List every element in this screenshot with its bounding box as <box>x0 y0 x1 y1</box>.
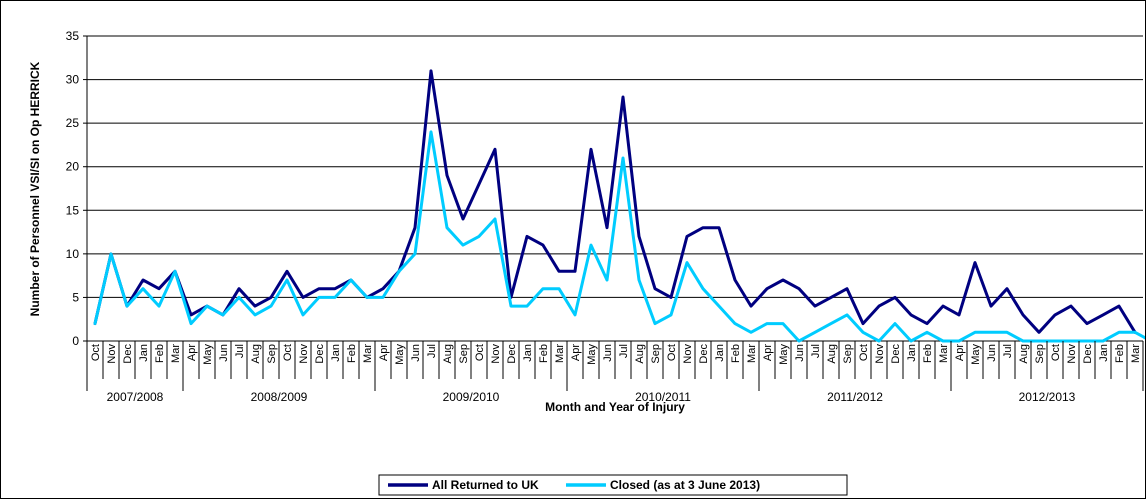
series-line-all-returned <box>93 69 1137 334</box>
series-line-closed <box>93 130 1146 343</box>
x-tick-label: Aug <box>634 344 646 364</box>
x-tick-label: Nov <box>682 344 694 364</box>
series-lines <box>93 69 1146 343</box>
x-tick-label: May <box>778 344 790 365</box>
x-tick-label: Sep <box>1034 344 1046 364</box>
x-tick-label: Jun <box>986 344 998 362</box>
x-tick-label: May <box>202 344 214 365</box>
legend: All Returned to UK Closed (as at 3 June … <box>378 474 848 496</box>
x-tick-label: Sep <box>458 344 470 364</box>
x-tick-label: Oct <box>474 344 486 361</box>
legend-box <box>378 474 848 496</box>
x-tick-label: Aug <box>250 344 262 364</box>
x-tick-label: Feb <box>730 344 742 363</box>
legend-label-closed: Closed (as at 3 June 2013) <box>610 478 760 492</box>
x-tick-label: May <box>970 344 982 365</box>
x-tick-label: Mar <box>554 344 566 363</box>
x-axis-financial-year-labels: 2007/2008 2008/2009 2009/2010 2010/2011 2011… <box>86 341 1144 404</box>
y-tick-label: 5 <box>72 290 79 304</box>
x-tick-label: Jun <box>218 344 230 362</box>
x-tick-label: Feb <box>346 344 358 363</box>
x-tick-label: Jul <box>1002 344 1014 358</box>
y-tick-label: 10 <box>66 247 80 261</box>
x-tick-label: Apr <box>954 344 966 361</box>
y-tick-label: 30 <box>66 73 80 87</box>
financial-year-label: 2011/2012 <box>827 390 883 404</box>
x-tick-label: Dec <box>890 344 902 364</box>
x-tick-label: May <box>586 344 598 365</box>
y-axis-ticks: 0 5 10 15 20 25 30 35 <box>66 29 87 348</box>
x-tick-label: Apr <box>186 344 198 361</box>
legend-label-all-returned: All Returned to UK <box>432 478 539 492</box>
x-tick-label: Sep <box>842 344 854 364</box>
x-tick-label: Oct <box>858 344 870 361</box>
x-tick-label: Dec <box>122 344 134 364</box>
x-tick-label: Oct <box>1050 344 1062 361</box>
y-tick-label: 20 <box>66 160 80 174</box>
x-tick-label: Dec <box>314 344 326 364</box>
x-tick-label: Oct <box>90 344 102 361</box>
x-tick-label: Sep <box>266 344 278 364</box>
x-tick-label: Jan <box>1098 344 1110 362</box>
x-tick-label: Dec <box>506 344 518 364</box>
x-tick-label: Jan <box>714 344 726 362</box>
financial-year-label: 2009/2010 <box>443 390 500 404</box>
y-tick-label: 0 <box>72 334 79 348</box>
x-tick-label: Sep <box>650 344 662 364</box>
financial-year-label: 2007/2008 <box>107 390 164 404</box>
financial-year-label: 2010/2011 <box>635 390 691 404</box>
x-tick-label: Feb <box>538 344 550 363</box>
x-tick-label: Jul <box>426 344 438 358</box>
x-tick-label: Nov <box>490 344 502 364</box>
x-tick-label: Apr <box>378 344 390 361</box>
x-tick-label: Nov <box>1066 344 1078 364</box>
x-tick-label: Mar <box>362 344 374 363</box>
x-tick-label: Nov <box>298 344 310 364</box>
x-tick-label: Jul <box>234 344 246 358</box>
x-tick-label: Oct <box>666 344 678 361</box>
x-axis-month-labels: Oct Nov Dec Jan Feb Mar Apr May Jun Jul Aug Sep Oct N… <box>86 341 1144 379</box>
x-tick-label: Aug <box>1018 344 1030 364</box>
x-tick-label: Jun <box>602 344 614 362</box>
x-tick-label: Jan <box>906 344 918 362</box>
x-tick-label: Mar <box>746 344 758 363</box>
x-tick-label: Aug <box>442 344 454 364</box>
y-tick-label: 25 <box>66 116 80 130</box>
y-tick-label: 15 <box>66 203 80 217</box>
financial-year-label: 2008/2009 <box>251 390 308 404</box>
x-tick-label: Feb <box>154 344 166 363</box>
x-tick-label: Mar <box>938 344 950 363</box>
x-tick-label: Apr <box>762 344 774 361</box>
x-tick-label: Jun <box>794 344 806 362</box>
x-tick-label: Nov <box>106 344 118 364</box>
x-tick-label: Jul <box>618 344 630 358</box>
x-tick-label: Feb <box>922 344 934 363</box>
x-tick-label: Dec <box>1082 344 1094 364</box>
x-tick-label: Dec <box>698 344 710 364</box>
x-tick-label: Mar <box>170 344 182 363</box>
x-tick-label: Jan <box>330 344 342 362</box>
x-tick-label: Mar <box>1130 344 1142 363</box>
x-tick-label: May <box>394 344 406 365</box>
financial-year-label: 2012/2013 <box>1019 390 1076 404</box>
x-tick-label: Jul <box>810 344 822 358</box>
x-tick-label: Nov <box>874 344 886 364</box>
y-axis-title: Number of Personnel VSI/SI on Op HERRICK <box>28 61 42 316</box>
x-tick-label: Jan <box>138 344 150 362</box>
y-tick-label: 35 <box>66 29 80 43</box>
x-axis-title: Month and Year of Injury <box>545 400 685 414</box>
x-tick-label: Apr <box>570 344 582 361</box>
x-tick-label: Jun <box>410 344 422 362</box>
x-tick-label: Oct <box>282 344 294 361</box>
x-tick-label: Aug <box>826 344 838 364</box>
x-tick-label: Feb <box>1114 344 1126 363</box>
x-tick-label: Jan <box>522 344 534 362</box>
